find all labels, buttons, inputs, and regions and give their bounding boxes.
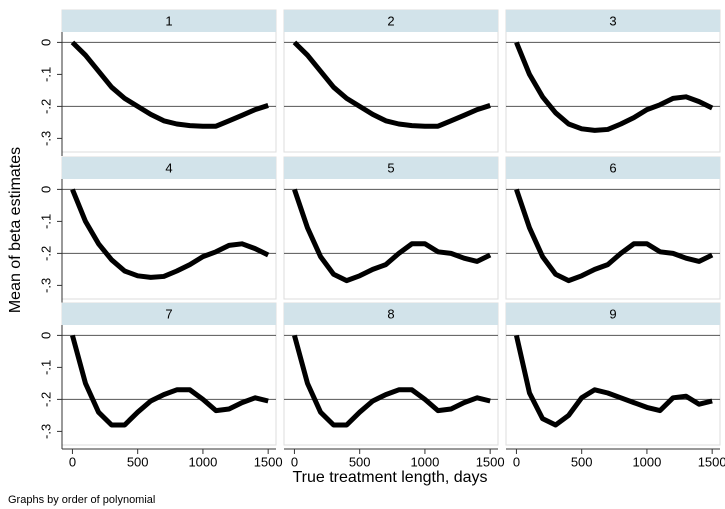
panel-header [506,10,720,32]
x-tick-label: 1000 [188,454,217,469]
x-tick-label: 1500 [698,454,725,469]
panel-title: 9 [609,306,616,321]
panel-header [62,10,276,32]
y-tick-label: -.3 [38,278,53,293]
x-tick-label: 500 [349,454,371,469]
x-tick-label: 500 [127,454,149,469]
y-tick-label: -.2 [38,246,53,261]
y-tick-label: -.1 [38,360,53,375]
line [70,188,270,280]
line [70,334,269,428]
y-tick-label: -.2 [38,392,53,407]
y-tick-label: 0 [38,186,53,193]
line [514,188,714,284]
y-tick-label: -.3 [38,424,53,439]
x-tick-label: 1000 [410,454,439,469]
panel-title: 1 [165,13,172,28]
y-axis-label: Mean of beta estimates [7,147,24,313]
line [70,40,269,129]
panel-title: 6 [609,160,616,175]
y-tick-label: 0 [38,39,53,46]
x-tick-label: 0 [513,454,520,469]
y-tick-label: -.2 [38,99,53,114]
y-tick-label: 0 [38,332,53,339]
x-tick-label: 1500 [254,454,283,469]
x-tick-label: 0 [69,454,76,469]
panel-title: 7 [165,306,172,321]
panel-header [62,303,276,325]
line [514,334,713,428]
x-tick-label: 500 [571,454,593,469]
panel-header [506,157,720,179]
line [514,41,714,133]
x-axis-label: True treatment length, days [292,469,487,486]
panel-title: 4 [165,160,172,175]
panel-header [284,157,498,179]
panel-header [284,303,498,325]
panel-header [506,303,720,325]
x-tick-label: 1500 [476,454,505,469]
panel-title: 5 [387,160,394,175]
note: Graphs by order of polynomial [8,494,155,506]
x-tick-label: 0 [291,454,298,469]
line [292,334,491,428]
panel-title: 2 [387,13,394,28]
panel-title: 3 [609,13,616,28]
y-tick-label: -.1 [38,67,53,82]
line [292,188,492,284]
x-tick-label: 1000 [632,454,661,469]
y-tick-label: -.1 [38,214,53,229]
line [292,40,491,129]
panel-header [284,10,498,32]
panel-title: 8 [387,306,394,321]
y-tick-label: -.3 [38,131,53,146]
panel-header [62,157,276,179]
